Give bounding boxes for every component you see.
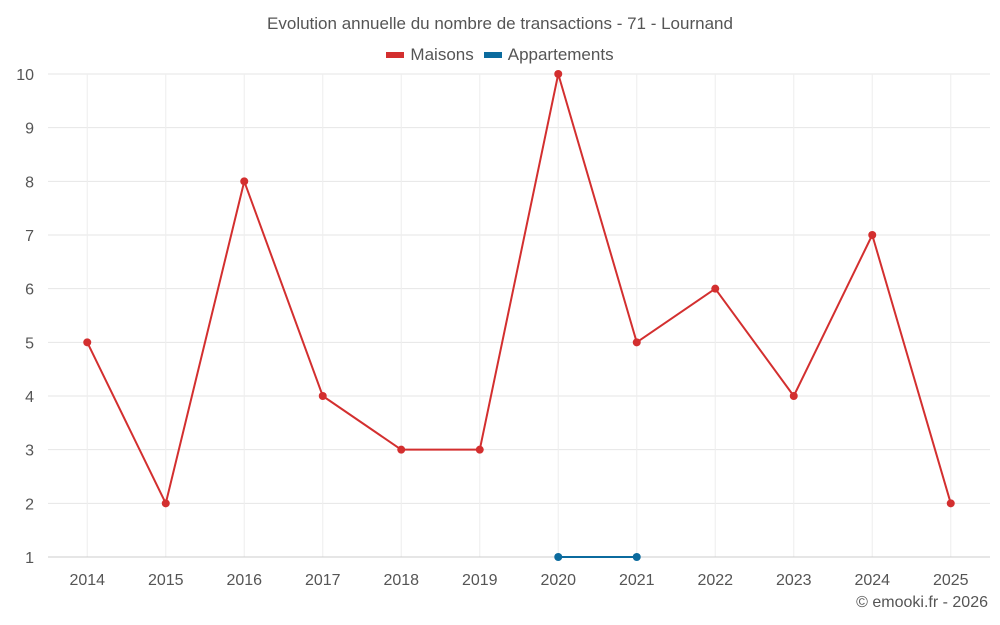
data-point-maisons [711, 284, 720, 293]
data-point-maisons [83, 338, 92, 347]
legend: Maisons Appartements [0, 45, 1000, 65]
y-tick-label: 6 [25, 282, 34, 299]
data-point-maisons [554, 70, 563, 78]
y-tick-label: 7 [25, 228, 34, 245]
data-point-appartements [632, 553, 641, 561]
x-tick-label: 2017 [305, 572, 341, 589]
legend-label-maisons: Maisons [410, 45, 474, 64]
series-line-maisons [86, 73, 952, 505]
x-tick-label: 2021 [619, 572, 655, 589]
data-point-appartements [554, 553, 563, 561]
chart-title: Evolution annuelle du nombre de transact… [267, 14, 733, 33]
x-tick-label: 2015 [148, 572, 184, 589]
y-tick-label: 8 [25, 174, 34, 191]
y-tick-label: 1 [25, 550, 34, 567]
data-point-maisons [161, 499, 170, 508]
legend-swatch-maisons [386, 52, 405, 58]
x-tick-label: 2014 [69, 572, 105, 589]
y-tick-label: 5 [25, 335, 34, 352]
x-tick-label: 2018 [383, 572, 419, 589]
credit-text: © emooki.fr - 2026 [856, 594, 988, 611]
y-tick-label: 2 [25, 496, 34, 513]
data-point-maisons [632, 338, 641, 347]
data-point-maisons [789, 392, 798, 400]
legend-swatch-appartements [483, 52, 502, 58]
y-tick-label: 3 [25, 443, 34, 460]
data-point-maisons [475, 445, 484, 454]
y-tick-label: 9 [25, 121, 34, 138]
data-point-maisons [240, 177, 249, 186]
legend-item-maisons[interactable]: Maisons [386, 45, 474, 65]
data-point-maisons [318, 392, 327, 400]
x-tick-label: 2020 [540, 572, 576, 589]
y-tick-label: 4 [25, 389, 34, 406]
x-tick-label: 2022 [697, 572, 733, 589]
x-tick-label: 2025 [933, 572, 969, 589]
x-tick-label: 2016 [226, 572, 262, 589]
data-point-maisons [946, 499, 955, 508]
x-tick-label: 2019 [462, 572, 498, 589]
x-tick-label: 2024 [854, 572, 890, 589]
data-point-maisons [868, 231, 877, 239]
x-tick-label: 2023 [776, 572, 812, 589]
legend-label-appartements: Appartements [507, 45, 614, 64]
data-point-maisons [397, 445, 406, 454]
y-tick-label: 10 [16, 67, 34, 84]
legend-item-appartements[interactable]: Appartements [483, 45, 614, 65]
